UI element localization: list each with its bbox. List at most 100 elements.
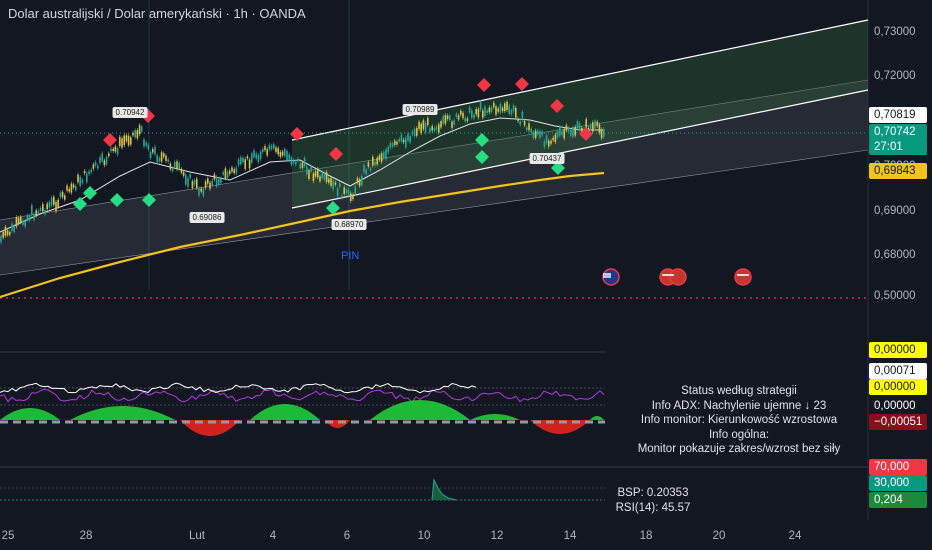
candle-body [457,115,460,120]
candle-body [512,105,515,112]
candle-body [13,225,15,232]
candle-body [57,199,59,207]
candle-body [46,203,48,210]
rsi-spike [431,478,457,501]
candle-body [242,157,244,163]
candle-body [402,139,405,143]
candle-body [409,136,411,143]
candle-body [576,121,579,129]
candle-body [431,126,433,131]
buy-signal-marker [83,186,97,200]
candle-body [246,156,249,159]
candle-body [42,203,44,212]
indicator-tag: 0,00000 [869,342,927,358]
candle-body [543,141,546,147]
candle-body [339,183,341,187]
candle-body [132,132,134,136]
candle-body [292,160,295,163]
candle-body [482,110,484,118]
candle-body [0,235,2,243]
candle-body [6,230,9,235]
histogram-bullish [0,408,60,420]
candle-body [160,152,163,162]
candle-body [539,130,541,138]
indicator-tag: −0,00051 [869,414,927,430]
candle-body [453,120,455,126]
candle-body [596,121,598,126]
candle-body [244,159,246,169]
candle-body [17,217,20,224]
candle-body [323,173,326,180]
outer-channel-bottom [0,149,869,276]
price-tag: 0,70742 [869,124,927,140]
buy-signal-marker [475,133,489,147]
candle-body [563,129,565,139]
candle-body [213,174,216,180]
candle-body [248,159,251,169]
time-axis-label: 25 [1,530,15,542]
candle-body [178,162,180,170]
candle-body [193,179,196,185]
price-annotation: 0.68970 [331,219,367,230]
candle-body [86,173,88,183]
buy-signal-marker [73,197,87,211]
candle-body [561,131,563,135]
candle-body [427,118,429,126]
candle-body [545,135,548,144]
candle-body [288,154,290,160]
candle-body [209,182,211,189]
price-axis-label: 0,50000 [874,290,916,302]
status-line: Info monitor: Kierunkowość wzrostowa [640,414,838,426]
candle-body [182,171,185,176]
candle-body [422,120,425,130]
candle-body [127,135,130,146]
outer-channel-top [0,79,869,221]
candle-body [534,130,537,138]
di-line [0,382,477,394]
candle-body [72,184,75,188]
status-line: Monitor pokazuje zakres/wzrost bez siły [637,443,841,455]
candle-body [149,151,152,159]
candle-body [376,157,378,165]
adx-line [0,388,605,404]
candle-body [90,169,92,173]
candle-body [105,157,108,165]
candle-body [176,161,178,170]
candle-body [486,110,488,113]
candle-body [198,188,200,196]
status-line: Info ogólna: [708,428,770,441]
ema-line [0,117,604,233]
candle-body [552,137,554,141]
event-us-icon [734,268,752,286]
candle-body [594,120,596,129]
sell-signal-marker [579,127,593,141]
candle-body [108,153,110,157]
candle-body [11,223,13,232]
histogram-bullish [370,400,470,420]
candle-body [413,128,416,137]
candle-body [136,130,139,139]
price-axis-label: 0,68000 [874,249,916,261]
time-axis-label: 20 [712,530,726,542]
candle-body [389,142,392,148]
candle-body [471,110,473,118]
candle-body [264,146,266,151]
candle-body [532,131,535,138]
candle-body [541,131,543,136]
time-axis-label: 6 [343,530,351,542]
candle-body [350,193,352,201]
candle-body [303,157,306,167]
candle-body [116,148,119,155]
candle-body [15,217,18,227]
candle-body [444,115,447,124]
candle-body [363,164,365,173]
candle-body [35,210,37,216]
candle-body [466,118,469,122]
candle-body [416,128,418,136]
candle-body [88,171,90,174]
candle-body [328,178,330,183]
candle-body [281,151,284,156]
indicator-tag: 0,00000 [869,379,927,395]
rsi-tag: 0,204 [869,492,927,508]
